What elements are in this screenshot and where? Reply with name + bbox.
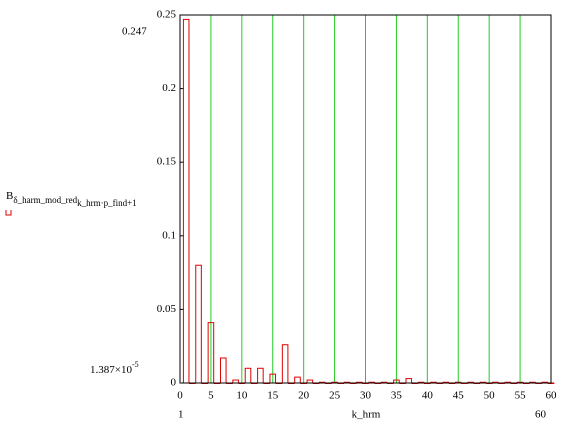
y-tick-label: 0.15 bbox=[157, 156, 177, 168]
y-axis-label-main: B bbox=[6, 190, 13, 202]
bar bbox=[257, 367, 264, 384]
y-axis-label-sub: δ_harm_mod_red bbox=[13, 195, 77, 205]
x-tick-label: 0 bbox=[177, 390, 183, 402]
x-tick-label: 45 bbox=[453, 390, 465, 402]
ymax-label: 0.247 bbox=[122, 26, 147, 38]
legend-symbol bbox=[5, 210, 12, 216]
xmin-label: 1 bbox=[178, 409, 184, 421]
x-tick-label: 25 bbox=[329, 390, 341, 402]
x-axis-label: k_hrm bbox=[352, 409, 381, 421]
x-tick-label: 5 bbox=[208, 390, 214, 402]
y-axis-label-sub2: k_hrm·p_find+1 bbox=[77, 198, 137, 208]
bar bbox=[220, 357, 227, 384]
ymin-label-exp: -5 bbox=[132, 360, 139, 369]
x-tick-label: 10 bbox=[236, 390, 248, 402]
bar bbox=[405, 378, 413, 384]
x-tick-label: 60 bbox=[546, 390, 558, 402]
y-axis-label: Bδ_harm_mod_redk_hrm·p_find+1 bbox=[6, 190, 137, 209]
bar bbox=[195, 264, 202, 384]
x-tick-label: 20 bbox=[298, 390, 310, 402]
y-tick-label: 0.05 bbox=[157, 303, 177, 315]
x-tick-label: 15 bbox=[267, 390, 279, 402]
bar bbox=[294, 376, 301, 384]
x-tick-label: 50 bbox=[484, 390, 496, 402]
y-tick-label: 0.2 bbox=[162, 82, 176, 94]
x-tick-label: 40 bbox=[422, 390, 434, 402]
plot-frame bbox=[179, 14, 552, 384]
y-tick-label: 0.1 bbox=[162, 229, 176, 241]
x-tick-label: 35 bbox=[391, 390, 403, 402]
x-tick-label: 30 bbox=[360, 390, 372, 402]
bar bbox=[281, 344, 289, 384]
ymin-label: 1.387×10-5 bbox=[90, 360, 139, 376]
xmax-label: 60 bbox=[535, 409, 547, 421]
y-tick-label: 0 bbox=[171, 377, 177, 389]
bar bbox=[244, 367, 252, 384]
y-tick-label: 0.25 bbox=[157, 9, 177, 21]
bar bbox=[182, 18, 190, 384]
ymin-label-main: 1.387×10 bbox=[90, 364, 132, 376]
x-tick-label: 55 bbox=[515, 390, 527, 402]
